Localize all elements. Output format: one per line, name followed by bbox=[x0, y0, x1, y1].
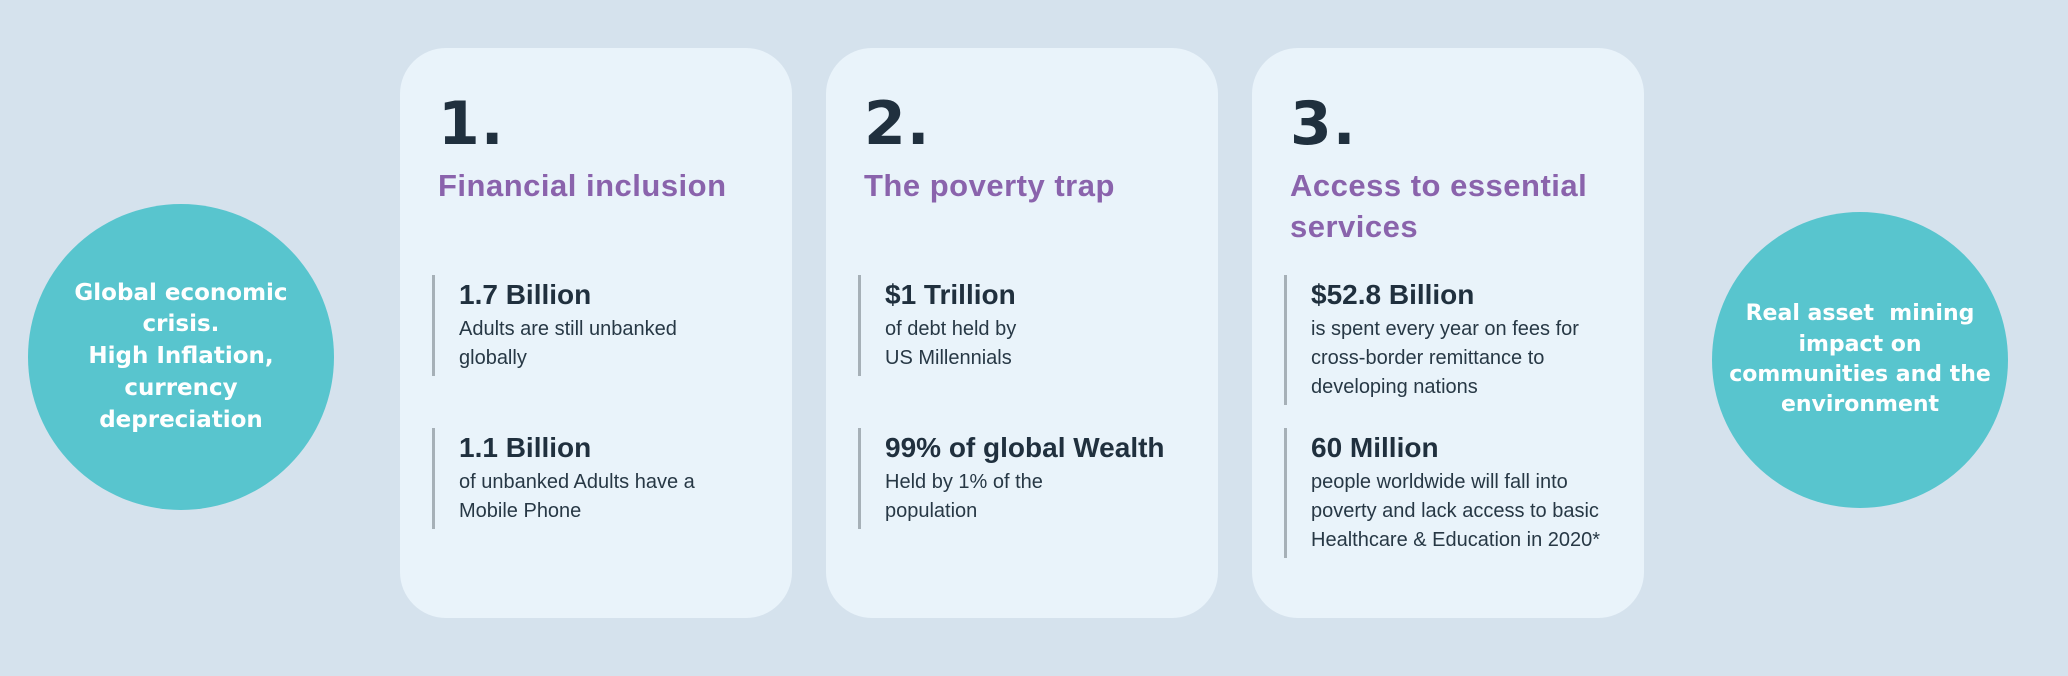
stat-block: 99% of global Wealth Held by 1% of the p… bbox=[858, 428, 1215, 529]
right-circle-text: Real asset mining impact on communities … bbox=[1729, 301, 1991, 418]
card-number: 3. bbox=[1290, 89, 1357, 159]
stat-value: $52.8 Billion bbox=[1311, 279, 1475, 310]
card-access-essential-services: 3. Access to essential services $52.8 Bi… bbox=[1252, 48, 1644, 618]
stat-description: people worldwide will fall into poverty … bbox=[1311, 470, 1601, 551]
stat-value: 99% of global Wealth bbox=[885, 432, 1165, 463]
stat-value: 1.1 Billion bbox=[459, 432, 592, 463]
card-title: Financial inclusion bbox=[438, 168, 727, 203]
stat-description: Held by 1% of the population bbox=[885, 470, 1043, 522]
card-poverty-trap: 2. The poverty trap $1 Trillion of debt … bbox=[826, 48, 1218, 618]
stat-block: $52.8 Billion is spent every year on fee… bbox=[1284, 275, 1641, 405]
left-circle-text: Global economic crisis. High Inflation, … bbox=[74, 279, 288, 433]
stat-value: 1.7 Billion bbox=[459, 279, 592, 310]
stat-description: of debt held by US Millennials bbox=[885, 317, 1017, 369]
card-title: Access to essential services bbox=[1290, 168, 1588, 244]
left-circle: Global economic crisis. High Inflation, … bbox=[28, 204, 334, 510]
stat-block: 1.7 Billion Adults are still unbanked gl… bbox=[432, 275, 789, 376]
right-circle: Real asset mining impact on communities … bbox=[1712, 212, 2008, 508]
card-title: The poverty trap bbox=[864, 168, 1115, 203]
stat-value: 60 Million bbox=[1311, 432, 1439, 463]
card-number: 2. bbox=[864, 89, 931, 159]
stat-block: 60 Million people worldwide will fall in… bbox=[1284, 428, 1641, 558]
stat-value: $1 Trillion bbox=[885, 279, 1016, 310]
stat-description: is spent every year on fees for cross-bo… bbox=[1311, 317, 1579, 398]
card-number: 1. bbox=[438, 89, 505, 159]
stat-block: 1.1 Billion of unbanked Adults have a Mo… bbox=[432, 428, 789, 529]
card-financial-inclusion: 1. Financial inclusion 1.7 Billion Adult… bbox=[400, 48, 792, 618]
stat-block: $1 Trillion of debt held by US Millennia… bbox=[858, 275, 1215, 376]
stat-description: Adults are still unbanked globally bbox=[459, 317, 677, 369]
stat-description: of unbanked Adults have a Mobile Phone bbox=[459, 470, 695, 522]
